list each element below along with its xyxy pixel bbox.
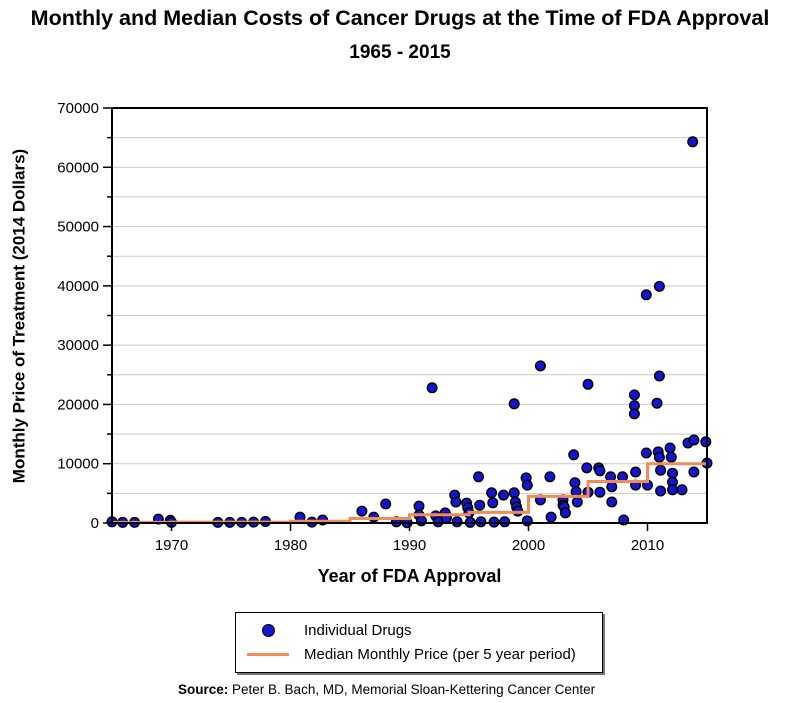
data-point [653,451,665,463]
x-tick-label: 2000 [512,537,545,554]
data-point [559,507,571,519]
y-axis-title: Monthly Price of Treatment (2014 Dollars… [9,148,29,484]
data-point [688,466,700,478]
data-point [628,408,640,420]
data-point [687,136,699,148]
data-point [426,382,438,394]
legend-swatch [246,624,290,637]
data-point [569,477,581,489]
x-axis-title: Year of FDA Approval [317,566,502,586]
x-tick-label: 1970 [155,537,188,554]
data-point [487,497,499,509]
data-point [676,484,688,496]
source-text: Peter B. Bach, MD, Memorial Sloan-Ketter… [232,682,596,697]
data-point [508,398,520,410]
data-point [356,505,368,517]
data-point [582,378,594,390]
data-point [475,516,487,528]
legend-item-individual-drugs: Individual Drugs [236,620,602,641]
line-marker-icon [247,653,289,656]
legend-label: Median Monthly Price (per 5 year period) [304,646,576,663]
legend-item-median-price: Median Monthly Price (per 5 year period) [236,644,602,665]
legend: Individual Drugs Median Monthly Price (p… [235,612,603,673]
legend-swatch [246,653,290,656]
data-point [474,499,486,511]
y-tick-label: 20000 [57,396,99,413]
data-point [594,486,606,498]
data-point [688,434,700,446]
data-point [499,516,511,528]
data-point [653,280,665,292]
chart-title: Monthly and Median Costs of Cancer Drugs… [30,6,770,30]
source-note: Source: Peter B. Bach, MD, Memorial Sloa… [178,682,595,697]
x-tick-label: 1990 [393,537,426,554]
y-tick-label: 60000 [57,159,99,176]
data-point [581,462,593,474]
data-point [665,451,677,463]
data-point [606,496,618,508]
y-tick-label: 70000 [57,100,99,117]
data-point [640,447,652,459]
data-point [534,360,546,372]
data-point [655,485,667,497]
data-point [451,516,463,528]
y-tick-label: 40000 [57,278,99,295]
y-tick-label: 0 [91,515,99,532]
data-point [545,511,557,523]
data-point [655,464,667,476]
data-point [640,289,652,301]
data-point [630,466,642,478]
source-label: Source: [178,682,229,697]
data-point [486,487,498,499]
data-point [651,397,663,409]
data-point [667,484,679,496]
data-point [508,487,520,499]
data-point [667,467,679,479]
plot-area: 0 10000 20000 30000 40000 50000 60000 70000 1970… [57,100,713,554]
data-point [594,465,606,477]
data-point [498,489,510,501]
data-point [628,389,640,401]
data-point [473,471,485,483]
data-point [521,479,533,491]
data-point [606,481,618,493]
x-tick-label: 2010 [631,537,664,554]
data-point [413,500,425,512]
data-point [521,515,533,527]
y-tick-label: 50000 [57,219,99,236]
scatter-marker-icon [261,624,275,637]
data-point [544,471,556,483]
data-point [380,498,392,510]
data-point [450,496,462,508]
data-point [568,449,580,461]
data-point [571,496,583,508]
y-tick-label: 10000 [57,456,99,473]
legend-label: Individual Drugs [304,622,412,639]
chart-subtitle: 1965 - 2015 [349,42,451,63]
data-point [415,515,427,527]
data-point [700,436,712,448]
y-tick-label: 30000 [57,337,99,354]
data-point [653,370,665,382]
data-point [664,442,676,454]
x-tick-label: 1980 [274,537,307,554]
